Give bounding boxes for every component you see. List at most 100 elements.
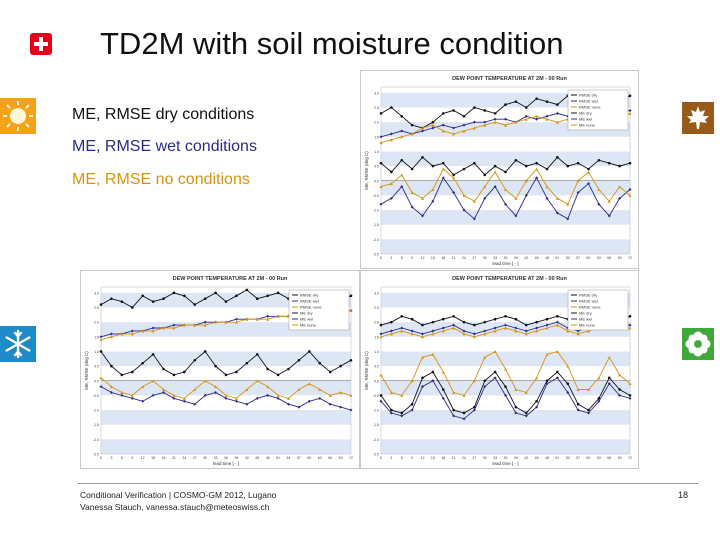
data-point (266, 317, 270, 321)
data-point (130, 332, 134, 336)
data-point (452, 176, 456, 180)
plot-frame (380, 86, 631, 255)
x-axis-label: lead time [ - ] (213, 461, 239, 466)
data-point (462, 123, 466, 127)
data-point (328, 402, 332, 406)
x-axis-label: lead time [ - ] (492, 461, 518, 466)
x-tick-label: 6 (401, 256, 403, 260)
x-tick-label: 18 (441, 456, 445, 460)
y-tick-label: -0.5 (93, 394, 99, 398)
data-point (297, 358, 301, 362)
x-tick-label: 3 (390, 456, 392, 460)
data-point (587, 408, 590, 412)
data-point (462, 208, 466, 212)
data-point (421, 332, 424, 336)
data-point (452, 173, 455, 177)
x-tick-label: 21 (452, 456, 456, 460)
dew-point-chart: DEW POINT TEMPERATURE AT 2M - 00 Run -2.5… (364, 76, 632, 266)
data-point (473, 323, 476, 327)
data-point (172, 326, 176, 330)
chart-legend (567, 89, 629, 131)
y-tick-label: 0.5 (374, 365, 379, 369)
data-point (576, 161, 580, 165)
data-point (255, 396, 259, 400)
data-point (535, 326, 539, 330)
data-point (628, 382, 632, 386)
data-point (120, 390, 124, 394)
chart-legend (288, 289, 350, 331)
data-point (110, 364, 113, 368)
data-point (130, 329, 134, 333)
data-point (597, 188, 601, 192)
data-point (400, 158, 404, 162)
data-point (556, 314, 559, 318)
data-point (172, 396, 176, 400)
data-point (339, 405, 343, 409)
data-point (203, 297, 207, 301)
data-point (576, 329, 580, 333)
data-point (308, 350, 311, 353)
data-point (628, 314, 632, 318)
data-point (535, 114, 539, 118)
plot-frame (100, 286, 352, 455)
data-point (339, 364, 342, 368)
x-tick-label: 60 (307, 456, 311, 460)
x-tick-label: 18 (441, 256, 445, 260)
y-tick-label: 0.5 (94, 365, 99, 369)
data-point (266, 314, 270, 318)
data-point (172, 373, 176, 377)
data-point (514, 120, 518, 124)
data-point (120, 393, 124, 397)
data-point (504, 367, 507, 371)
data-point (141, 294, 144, 298)
x-tick-label: 72 (349, 456, 353, 460)
data-point (524, 106, 528, 109)
x-tick-label: 24 (462, 256, 466, 260)
data-point (172, 323, 176, 327)
x-tick-label: 63 (597, 456, 601, 460)
y-tick-label: -1.5 (93, 423, 99, 427)
data-point (266, 294, 269, 298)
data-point (452, 326, 456, 330)
data-point (130, 306, 134, 309)
chart-legend (567, 289, 629, 331)
data-point (587, 411, 590, 415)
data-point (410, 205, 414, 209)
data-point (400, 173, 404, 177)
data-point (410, 402, 414, 406)
data-point (628, 111, 632, 115)
plot-band (381, 439, 630, 454)
data-point (245, 402, 249, 406)
data-point (99, 303, 103, 306)
x-tick-label: 3 (110, 456, 112, 460)
legend-entry: RMSE wet (579, 99, 599, 104)
data-point (421, 156, 424, 159)
data-point (99, 350, 103, 353)
y-tick-label: -1.0 (373, 409, 379, 413)
data-point (618, 393, 622, 397)
y-tick-label: 0.0 (94, 379, 99, 383)
dew-point-chart: DEW POINT TEMPERATURE AT 2M - 00 Run -2.5… (84, 276, 353, 466)
data-point (452, 109, 455, 112)
y-tick-label: 1.0 (94, 350, 99, 354)
legend-wet: ME, RMSE wet conditions (72, 138, 257, 155)
data-point (245, 317, 249, 321)
data-point (255, 353, 259, 356)
x-tick-label: 12 (421, 456, 425, 460)
data-point (535, 399, 538, 403)
data-point (193, 358, 197, 362)
data-point (493, 185, 497, 189)
x-tick-label: 27 (472, 456, 476, 460)
data-point (421, 214, 424, 218)
data-point (379, 323, 383, 327)
data-point (431, 379, 435, 383)
data-point (224, 300, 228, 303)
data-point (524, 164, 528, 168)
data-point (483, 196, 487, 200)
data-point (276, 393, 280, 397)
chart-panel-bottom-right: DEW POINT TEMPERATURE AT 2M - 00 Run -2.5… (360, 270, 639, 469)
data-point (421, 126, 424, 130)
data-point (566, 329, 570, 333)
data-point (410, 332, 414, 336)
plot-band (381, 410, 630, 425)
